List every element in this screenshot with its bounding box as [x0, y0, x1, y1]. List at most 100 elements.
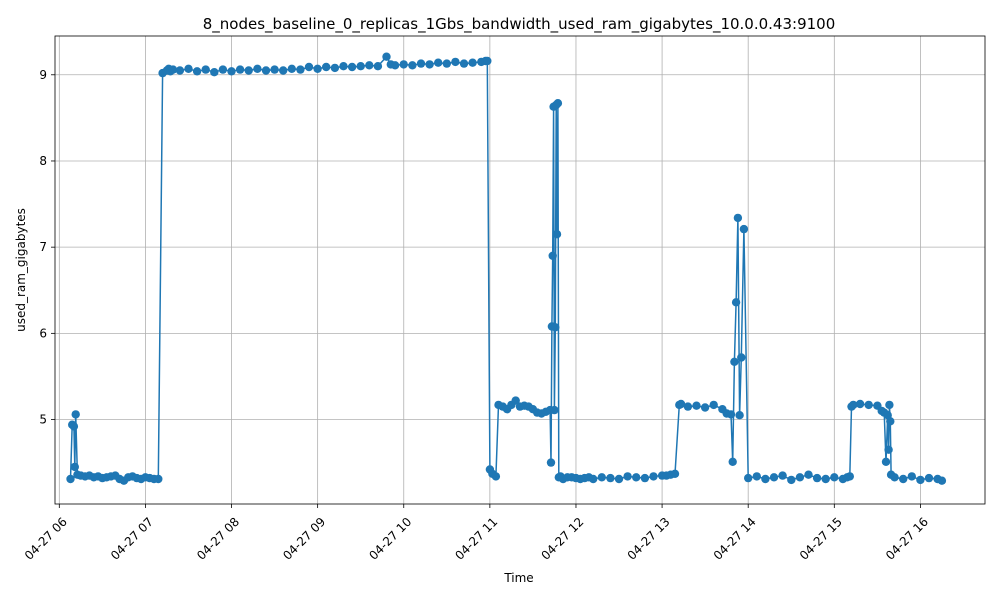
data-point — [885, 400, 894, 410]
data-point — [937, 476, 947, 485]
data-point — [623, 472, 632, 481]
data-point — [614, 474, 624, 484]
data-point — [408, 61, 417, 70]
y-axis-ticks: 5 6 7 8 9 — [39, 68, 55, 427]
data-point — [812, 473, 822, 483]
data-point — [253, 64, 262, 74]
data-point — [744, 473, 753, 483]
y-tick-label: 9 — [39, 68, 47, 82]
data-point — [69, 422, 79, 431]
data-point — [700, 403, 710, 412]
data-point — [778, 471, 787, 480]
data-point — [416, 59, 426, 68]
data-point — [787, 475, 796, 485]
data-point — [589, 474, 598, 484]
y-axis-label: used_ram_gigabytes — [14, 208, 28, 332]
data-point — [739, 224, 749, 234]
data-point — [227, 67, 236, 76]
data-point — [737, 353, 746, 362]
data-point — [330, 63, 340, 73]
data-point — [752, 472, 761, 481]
data-point — [731, 298, 741, 307]
data-point — [210, 68, 219, 77]
data-point — [192, 67, 202, 76]
data-point — [468, 58, 477, 67]
data-point — [553, 99, 563, 108]
data-point — [304, 62, 314, 72]
data-point — [733, 213, 743, 223]
data-point — [735, 411, 744, 420]
y-tick-label: 8 — [39, 154, 47, 168]
data-point — [649, 472, 658, 481]
data-point — [551, 323, 560, 332]
data-point — [339, 61, 348, 71]
data-point — [347, 62, 357, 72]
data-point — [881, 457, 891, 466]
data-point — [597, 473, 606, 482]
data-point — [804, 470, 813, 479]
data-point — [640, 473, 650, 483]
data-point — [244, 66, 253, 75]
data-point — [154, 474, 163, 484]
data-point — [261, 66, 271, 75]
data-point — [356, 61, 365, 71]
data-point — [890, 473, 899, 482]
data-point — [279, 66, 288, 75]
data-point — [849, 400, 858, 410]
data-point — [296, 65, 305, 74]
series-group — [66, 52, 947, 485]
data-point — [399, 60, 408, 69]
data-point — [550, 405, 559, 415]
data-point — [548, 251, 557, 260]
data-point — [66, 474, 75, 484]
plot-frame — [54, 35, 986, 505]
data-point — [235, 65, 245, 74]
data-point — [270, 65, 279, 74]
data-point — [201, 65, 210, 74]
data-point — [71, 410, 80, 419]
data-point — [886, 417, 895, 426]
data-point — [795, 473, 805, 482]
data-point — [168, 65, 178, 74]
data-point — [175, 66, 185, 75]
data-point — [864, 400, 873, 410]
data-point — [884, 445, 893, 454]
data-point — [70, 462, 80, 472]
data-point — [728, 457, 737, 466]
data-point — [907, 472, 916, 481]
data-point — [483, 56, 492, 66]
data-point — [287, 64, 296, 74]
data-point — [313, 64, 322, 74]
grid-lines — [55, 36, 985, 504]
data-point — [830, 473, 839, 482]
data-point — [425, 60, 434, 69]
data-point — [390, 61, 400, 70]
data-point — [546, 458, 556, 467]
data-point — [606, 473, 615, 483]
data-point — [761, 474, 770, 484]
data-point — [632, 473, 641, 482]
y-tick-label: 6 — [39, 326, 47, 340]
data-point — [899, 474, 908, 484]
data-point — [726, 410, 736, 419]
y-tick-label: 7 — [39, 240, 47, 254]
data-point — [676, 399, 686, 409]
data-point — [373, 61, 383, 71]
data-point — [184, 64, 193, 74]
data-point — [924, 473, 934, 483]
data-point — [218, 65, 228, 74]
data-point — [670, 469, 680, 478]
data-point — [451, 57, 460, 67]
data-point — [442, 59, 451, 68]
data-point — [916, 475, 925, 485]
data-point — [769, 473, 779, 482]
data-point — [552, 230, 562, 239]
y-tick-label: 5 — [39, 413, 47, 427]
data-point — [382, 52, 391, 61]
data-point — [683, 402, 693, 411]
data-point — [821, 474, 830, 484]
chart-title: 8_nodes_baseline_0_replicas_1Gbs_bandwid… — [203, 15, 836, 34]
data-point — [459, 59, 469, 68]
